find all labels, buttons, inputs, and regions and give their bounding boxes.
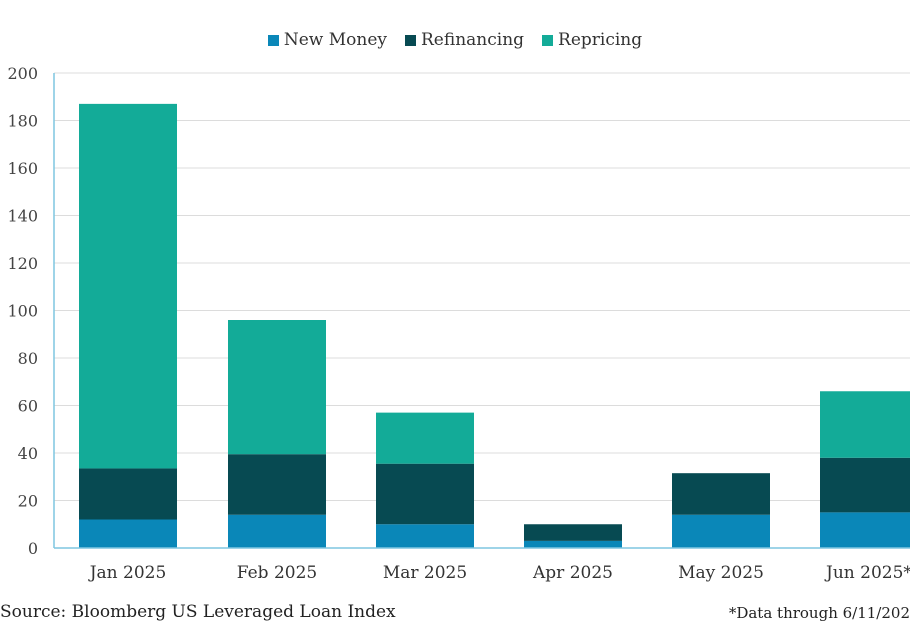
y-tick-label: 200 [7, 64, 38, 83]
x-tick-label: May 2025 [678, 563, 764, 583]
y-tick-label: 180 [7, 112, 38, 131]
bar-refinancing [228, 454, 326, 515]
stacked-bar-chart: 0 20 40 60 80 100 120 140 160 180 200 Jan 2025 Feb 2… [7, 64, 910, 583]
legend-item-repricing: Repricing [542, 30, 642, 50]
legend-label-new-money: New Money [283, 30, 387, 50]
y-tick-label: 120 [7, 254, 38, 273]
bar-refinancing [524, 524, 622, 541]
bar-refinancing [79, 468, 177, 520]
y-tick-label: 160 [7, 159, 38, 178]
x-tick-label: Feb 2025 [237, 563, 317, 583]
y-tick-label: 80 [18, 349, 38, 368]
legend-label-refinancing: Refinancing [421, 30, 525, 50]
y-tick-label: 20 [18, 492, 38, 511]
chart-legend: New Money Refinancing Repricing [0, 30, 910, 50]
y-tick-label: 100 [7, 302, 38, 321]
bar-repricing [79, 103, 177, 469]
bar-repricing [228, 320, 326, 455]
source-note: Source: Bloomberg US Leveraged Loan Inde… [0, 602, 396, 622]
bar-new-money [79, 519, 177, 548]
y-tick-label: 40 [18, 444, 38, 463]
bar-refinancing [672, 473, 770, 515]
bar-refinancing [376, 463, 474, 525]
legend-item-refinancing: Refinancing [405, 30, 524, 50]
bar-new-money [820, 512, 910, 548]
bar-new-money [672, 514, 770, 548]
legend-swatch-repricing [542, 34, 554, 46]
y-tick-label: 60 [18, 397, 38, 416]
data-through-note: *Data through 6/11/202 [728, 604, 910, 622]
legend-item-new-money: New Money [267, 30, 387, 50]
bar-refinancing [820, 457, 910, 513]
x-tick-label: Apr 2025 [532, 563, 613, 583]
x-tick-label: Jan 2025 [88, 563, 167, 583]
bar-new-money [376, 524, 474, 548]
y-tick-label: 140 [7, 207, 38, 226]
legend-swatch-new-money [267, 34, 279, 46]
x-tick-label: Jun 2025* [824, 563, 910, 583]
x-tick-label: Mar 2025 [383, 563, 467, 583]
bar-repricing [376, 412, 474, 464]
bar-repricing [820, 391, 910, 458]
bar-new-money [524, 540, 622, 548]
legend-label-repricing: Repricing [558, 30, 643, 50]
bar-new-money [228, 514, 326, 548]
legend-swatch-refinancing [405, 34, 416, 46]
y-tick-label: 0 [28, 539, 38, 558]
